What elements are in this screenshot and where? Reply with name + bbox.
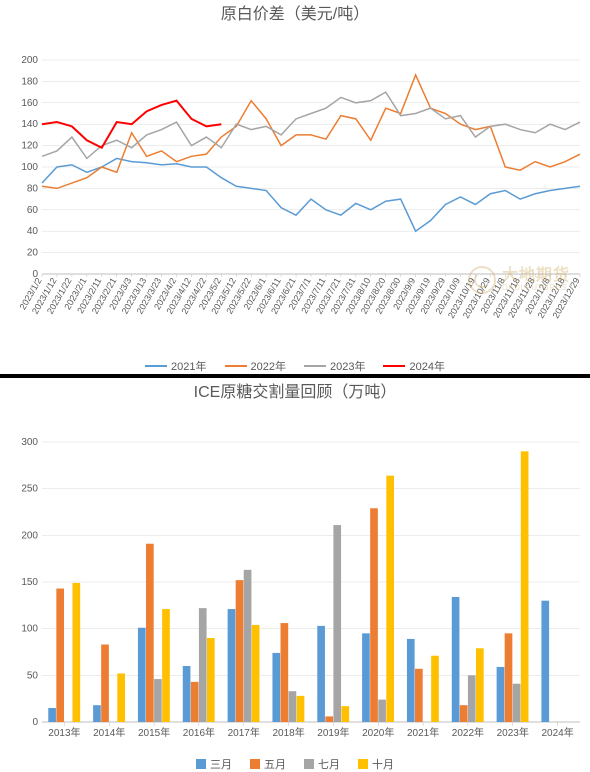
svg-text:300: 300 [21, 437, 38, 448]
svg-text:120: 120 [21, 141, 38, 152]
svg-text:80: 80 [27, 183, 39, 194]
svg-text:50: 50 [27, 670, 39, 681]
watermark: 大地期货 DADI FUTURES [468, 266, 570, 294]
svg-text:200: 200 [21, 55, 38, 66]
svg-text:2024年: 2024年 [541, 726, 573, 739]
svg-text:140: 140 [21, 119, 38, 130]
legend-item: 2021年 [145, 358, 206, 374]
svg-text:200: 200 [21, 530, 38, 541]
svg-text:20: 20 [27, 248, 39, 259]
svg-text:2022年: 2022年 [452, 726, 484, 739]
line-chart: 原白价差（美元/吨） 02040608010012014016018020020… [0, 0, 590, 374]
bar-chart: ICE原糖交割量回顾（万吨） 0 50 100 150 200 250 300 2013年 20… [0, 378, 590, 772]
legend-item: 2024年 [383, 358, 444, 374]
svg-text:40: 40 [27, 226, 39, 237]
svg-text:2021年: 2021年 [407, 726, 439, 739]
line-chart-legend: 2021年 2022年 2023年 2024年 [0, 358, 590, 374]
legend-item: 2023年 [304, 358, 365, 374]
svg-text:2019年: 2019年 [317, 726, 349, 739]
svg-text:100: 100 [21, 162, 38, 173]
svg-text:2017年: 2017年 [228, 726, 260, 739]
line-chart-svg: 0204060801001201401601802002023/1/22023/… [0, 24, 590, 354]
svg-text:0: 0 [32, 717, 38, 728]
svg-text:2015年: 2015年 [138, 726, 170, 739]
bar-chart-title: ICE原糖交割量回顾（万吨） [0, 378, 590, 402]
svg-text:2018年: 2018年 [272, 726, 304, 739]
legend-item: 三月 [196, 756, 232, 772]
bar-chart-svg: 0 50 100 150 200 250 300 2013年 2014年 2015年 2016年 20… [0, 402, 590, 752]
line-chart-title: 原白价差（美元/吨） [0, 0, 590, 24]
svg-text:160: 160 [21, 98, 38, 109]
legend-item: 五月 [250, 756, 286, 772]
svg-text:60: 60 [27, 205, 39, 216]
svg-text:2014年: 2014年 [93, 726, 125, 739]
svg-text:2016年: 2016年 [183, 726, 215, 739]
svg-text:2020年: 2020年 [362, 726, 394, 739]
bar-chart-legend: 三月 五月 七月 十月 [0, 756, 590, 772]
svg-text:180: 180 [21, 76, 38, 87]
watermark-logo-icon [468, 266, 496, 294]
svg-text:2023年: 2023年 [497, 726, 529, 739]
watermark-cn: 大地期货 [502, 268, 570, 284]
watermark-en: DADI FUTURES [502, 284, 570, 292]
legend-item: 2022年 [225, 358, 286, 374]
svg-text:100: 100 [21, 624, 38, 635]
svg-text:250: 250 [21, 484, 38, 495]
legend-item: 七月 [304, 756, 340, 772]
legend-item: 十月 [358, 756, 394, 772]
svg-text:2013年: 2013年 [48, 726, 80, 739]
svg-text:150: 150 [21, 577, 38, 588]
